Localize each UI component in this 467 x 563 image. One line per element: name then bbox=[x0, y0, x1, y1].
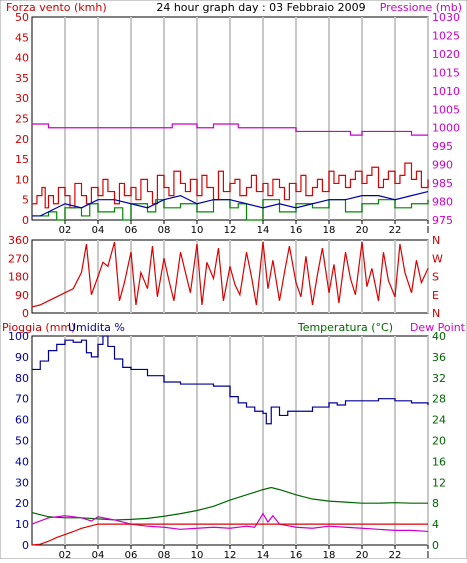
temp-xtick-label: 06 bbox=[125, 550, 138, 559]
humidity-tick-label: 10 bbox=[15, 518, 29, 531]
humidity-tick-label: 50 bbox=[15, 435, 29, 448]
direction-compass-tick-label: N bbox=[432, 234, 440, 247]
pressure-tick-label: 995 bbox=[432, 140, 453, 153]
direction-deg-tick-label: 90 bbox=[15, 289, 29, 302]
pressure-tick-label: 1025 bbox=[432, 29, 460, 42]
temperature-tick-label: 40 bbox=[432, 330, 446, 343]
wind-xtick-label: 20 bbox=[356, 225, 369, 236]
humidity-tick-label: 60 bbox=[15, 414, 29, 427]
pressure-tick-label: 1010 bbox=[432, 85, 460, 98]
wind-xtick-label: 22 bbox=[389, 225, 402, 236]
direction-compass-tick-label: E bbox=[432, 289, 439, 302]
gust-series-line bbox=[32, 162, 429, 209]
temp-xtick-label: 16 bbox=[290, 550, 303, 559]
wind-xtick-label: 14 bbox=[257, 225, 270, 236]
direction-deg-tick-label: 360 bbox=[8, 234, 29, 247]
wind-xtick-label: 16 bbox=[290, 225, 303, 236]
wind-speed-tick-label: 35 bbox=[15, 72, 29, 85]
direction-compass-tick-label: S bbox=[432, 271, 439, 284]
temp-xtick-label: 08 bbox=[158, 550, 171, 559]
wind-speed-tick-label: 30 bbox=[15, 92, 29, 105]
temperature-tick-label: 36 bbox=[432, 351, 446, 364]
temp-xtick-label: 02 bbox=[59, 550, 72, 559]
pressure-tick-label: 1030 bbox=[432, 11, 460, 24]
temperature-tick-label: 8 bbox=[432, 497, 439, 510]
humidity-tick-label: 100 bbox=[8, 330, 29, 343]
wind-xtick-label: 04 bbox=[92, 225, 105, 236]
wind-speed-tick-label: 5 bbox=[22, 194, 29, 207]
wind_avg-series-line bbox=[32, 199, 429, 221]
temperature-tick-label: 4 bbox=[432, 518, 439, 531]
wind-xtick-label: 08 bbox=[158, 225, 171, 236]
wind-speed-tick-label: 0 bbox=[22, 214, 29, 227]
temperature-tick-label: 20 bbox=[432, 435, 446, 448]
temp-xtick-label: I bbox=[427, 550, 430, 559]
temperature-tick-label: 0 bbox=[432, 539, 439, 552]
wind-xtick-label: 06 bbox=[125, 225, 138, 236]
direction-series-line bbox=[31, 241, 429, 308]
pressure-tick-label: 975 bbox=[432, 214, 453, 227]
wind-speed-tick-label: 50 bbox=[15, 11, 29, 24]
humidity-tick-label: 90 bbox=[15, 351, 29, 364]
humidity-axis-title: Umidita % bbox=[68, 321, 125, 334]
temp-xtick-label: 22 bbox=[389, 550, 402, 559]
temperature-tick-label: 32 bbox=[432, 372, 446, 385]
pressure-series-line bbox=[32, 123, 428, 136]
wind-xtick-label: 10 bbox=[191, 225, 204, 236]
wind-speed-tick-label: 45 bbox=[15, 31, 29, 44]
temperature-tick-label: 12 bbox=[432, 476, 446, 489]
wind_mean-series-line bbox=[32, 190, 429, 217]
rain-series-line bbox=[31, 523, 428, 546]
temperature-tick-label: 16 bbox=[432, 455, 446, 468]
dew_point-series-line bbox=[31, 512, 429, 533]
temp-xtick-label: 10 bbox=[191, 550, 204, 559]
temperature-tick-label: 28 bbox=[432, 393, 446, 406]
chart-title: 24 hour graph day : 03 Febbraio 2009 bbox=[156, 1, 365, 14]
wind-xtick-label: 18 bbox=[323, 225, 336, 236]
wind-speed-tick-label: 15 bbox=[15, 153, 29, 166]
direction-deg-tick-label: 180 bbox=[8, 271, 29, 284]
humidity-tick-label: 80 bbox=[15, 372, 29, 385]
humidity-tick-label: 30 bbox=[15, 476, 29, 489]
temperature-tick-label: 24 bbox=[432, 414, 446, 427]
temp-xtick-label: 04 bbox=[92, 550, 105, 559]
temp-xtick-label: 20 bbox=[356, 550, 369, 559]
temperature-series-line bbox=[31, 486, 428, 521]
temperature-axis-title: Temperatura (°C) bbox=[297, 321, 393, 334]
pressure-tick-label: 990 bbox=[432, 159, 453, 172]
wind-xtick-label: 12 bbox=[224, 225, 237, 236]
wind-xtick-label: 02 bbox=[59, 225, 72, 236]
pressure-tick-label: 980 bbox=[432, 196, 453, 209]
rain-axis-title: Pioggia (mm) bbox=[2, 321, 75, 334]
pressure-tick-label: 985 bbox=[432, 177, 453, 190]
pressure-tick-label: 1000 bbox=[432, 122, 460, 135]
humidity-series-line bbox=[32, 335, 429, 425]
humidity-tick-label: 40 bbox=[15, 455, 29, 468]
pressure-tick-label: 1005 bbox=[432, 103, 460, 116]
pressure-axis-title: Pressione (mb) bbox=[380, 1, 462, 14]
pressure-tick-label: 1020 bbox=[432, 48, 460, 61]
temp-xtick-label: 18 bbox=[323, 550, 336, 559]
direction-deg-tick-label: 270 bbox=[8, 252, 29, 265]
plot-layer: 0510152025303540455097598098599099510001… bbox=[8, 11, 460, 561]
direction-compass-tick-label: N bbox=[432, 307, 440, 320]
wind-speed-axis-title: Forza vento (kmh) bbox=[6, 1, 107, 14]
direction-compass-tick-label: W bbox=[432, 252, 443, 265]
temp-xtick-label: 12 bbox=[224, 550, 237, 559]
direction-deg-tick-label: 0 bbox=[22, 307, 29, 320]
wind-speed-tick-label: 10 bbox=[15, 173, 29, 186]
wind-xtick-label: I bbox=[427, 225, 430, 236]
dew-point-axis-title: Dew Point bbox=[410, 321, 466, 334]
humidity-tick-label: 20 bbox=[15, 497, 29, 510]
wind-speed-tick-label: 20 bbox=[15, 133, 29, 146]
wind-speed-tick-label: 40 bbox=[15, 52, 29, 65]
wind-speed-tick-label: 25 bbox=[15, 113, 29, 126]
humidity-tick-label: 0 bbox=[22, 539, 29, 552]
pressure-tick-label: 1015 bbox=[432, 66, 460, 79]
temp-xtick-label: 14 bbox=[257, 550, 270, 559]
humidity-tick-label: 70 bbox=[15, 393, 29, 406]
